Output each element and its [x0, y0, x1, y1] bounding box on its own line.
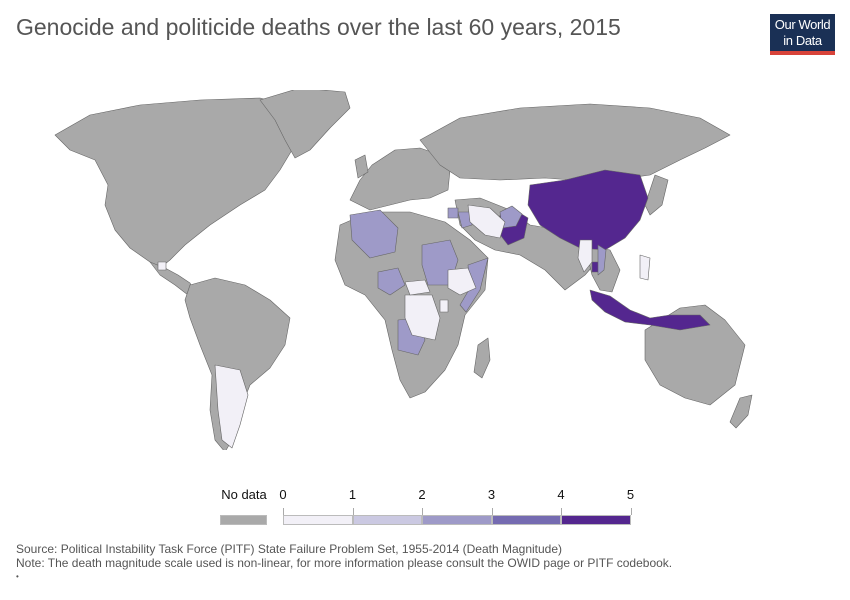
- footer-marker: •: [16, 572, 19, 581]
- country-algeria[interactable]: [349, 209, 399, 259]
- legend-tick-label: 2: [418, 487, 426, 502]
- country-argentina[interactable]: [214, 364, 249, 449]
- land-greenland[interactable]: [259, 90, 351, 159]
- land-japan[interactable]: [644, 174, 669, 216]
- land-uk[interactable]: [354, 154, 369, 179]
- logo-line-1: Our World: [774, 17, 831, 32]
- country-vietnam[interactable]: [597, 244, 607, 276]
- land-new-zealand[interactable]: [729, 394, 753, 429]
- country-syria[interactable]: [447, 207, 459, 219]
- legend-tick: [561, 508, 562, 515]
- legend-no-data-label: No data: [221, 487, 267, 502]
- legend-tick-label: 3: [487, 487, 496, 502]
- world-map: [54, 90, 753, 450]
- legend-swatch: [491, 515, 561, 525]
- legend-no-data-swatch: [220, 515, 267, 525]
- land-russia-asia[interactable]: [419, 103, 731, 183]
- country-iran[interactable]: [467, 204, 506, 239]
- legend-tick: [491, 508, 493, 515]
- land-north-america[interactable]: [54, 97, 319, 269]
- country-uganda[interactable]: [439, 299, 449, 313]
- country-ethiopia[interactable]: [447, 267, 477, 296]
- footer: Source: Political Instability Task Force…: [16, 542, 672, 584]
- land-australia[interactable]: [644, 304, 746, 406]
- owid-logo[interactable]: Our World in Data: [770, 14, 835, 55]
- legend-swatch: [561, 515, 631, 525]
- color-legend: No data 0 1 2 3 4 5: [0, 480, 850, 530]
- legend-swatch: [283, 515, 353, 525]
- legend-tick-label: 0: [279, 487, 287, 502]
- country-indonesia[interactable]: [589, 289, 711, 331]
- legend-tick: [352, 508, 354, 515]
- legend-swatch: [352, 515, 422, 525]
- chart-title: Genocide and politicide deaths over the …: [16, 14, 621, 40]
- country-philippines[interactable]: [639, 254, 651, 281]
- country-dr-congo[interactable]: [404, 294, 441, 341]
- note-text: Note: The death magnitude scale used is …: [16, 556, 673, 570]
- country-nigeria[interactable]: [377, 267, 406, 296]
- source-text: Source: Political Instability Task Force…: [16, 542, 563, 556]
- country-guatemala[interactable]: [157, 261, 167, 271]
- shaded-countries: [157, 169, 711, 449]
- legend-swatch: [422, 515, 492, 525]
- legend-tick-label: 1: [348, 487, 357, 502]
- country-burma[interactable]: [577, 239, 593, 273]
- legend-tick-label: 5: [626, 487, 635, 502]
- legend-tick: [283, 508, 284, 515]
- country-china[interactable]: [527, 169, 649, 251]
- land-madagascar[interactable]: [473, 337, 491, 379]
- country-central-african-republic[interactable]: [404, 279, 431, 296]
- logo-line-2: in Data: [783, 33, 822, 48]
- legend-tick: [422, 508, 423, 515]
- country-iraq[interactable]: [457, 211, 473, 229]
- legend-tick-label: 4: [557, 487, 565, 502]
- legend-tick: [630, 508, 632, 515]
